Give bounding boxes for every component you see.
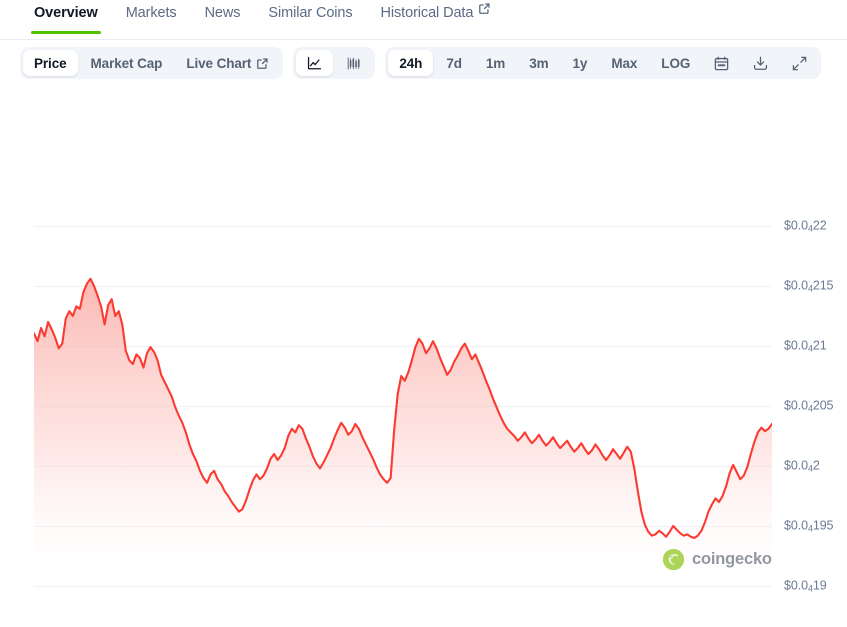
gridline	[34, 586, 772, 587]
fullscreen-icon	[792, 56, 807, 70]
y-tick-subscript: 4	[807, 403, 813, 414]
coingecko-watermark-text: coingecko	[692, 550, 772, 568]
tab-label: News	[204, 5, 241, 21]
tab-bar: Overview Markets News Similar Coins Historic…	[0, 0, 847, 40]
metric-market-cap[interactable]: Market Cap	[80, 50, 174, 76]
tab-label: Markets	[125, 5, 177, 21]
segment-label: 1m	[485, 55, 506, 71]
range-segmented-control: 24h 7d 1m 3m 1y Max LOG	[385, 47, 822, 79]
chart-line	[34, 279, 772, 538]
tab-news[interactable]: News	[191, 0, 255, 40]
y-tick-subscript: 4	[807, 283, 813, 294]
chart-plot-area	[34, 226, 772, 586]
y-tick-prefix: $0.0	[784, 518, 808, 533]
coingecko-gecko-icon	[662, 548, 685, 571]
y-axis-labels: $0.0422 $0.04215 $0.0421 $0.04205 $0.042 $0.0…	[784, 86, 847, 627]
y-axis-tick-label: $0.04195	[784, 518, 834, 534]
candlestick-chart-icon	[348, 57, 360, 69]
metric-price[interactable]: Price	[23, 50, 78, 76]
tab-overview[interactable]: Overview	[20, 0, 112, 40]
gridline	[34, 346, 772, 347]
y-tick-suffix: 195	[812, 518, 834, 533]
y-tick-subscript: 4	[807, 463, 813, 474]
range-1y[interactable]: 1y	[562, 50, 599, 76]
metric-segmented-control: Price Market Cap Live Chart	[20, 47, 284, 79]
tab-historical-data[interactable]: Historical Data	[367, 0, 506, 40]
y-tick-prefix: $0.0	[784, 338, 808, 353]
range-1m[interactable]: 1m	[475, 50, 516, 76]
segment-label: Max	[611, 55, 638, 71]
download-icon	[754, 56, 768, 70]
range-3m[interactable]: 3m	[518, 50, 559, 76]
segment-label: 7d	[446, 55, 462, 71]
y-tick-subscript: 4	[807, 223, 813, 234]
tab-label: Similar Coins	[268, 5, 353, 21]
y-tick-subscript: 4	[807, 523, 813, 534]
y-axis-tick-label: $0.0421	[784, 339, 827, 354]
y-tick-suffix: 2	[812, 458, 820, 473]
y-tick-prefix: $0.0	[784, 578, 808, 593]
y-axis-tick-label: $0.04205	[784, 398, 834, 414]
range-24h[interactable]: 24h	[388, 50, 434, 76]
segment-label: Price	[34, 55, 67, 71]
price-chart[interactable]: $0.0422 $0.04215 $0.0421 $0.04205 $0.042 $0.0…	[0, 86, 847, 627]
tab-markets[interactable]: Markets	[112, 0, 191, 40]
line-chart-icon	[308, 56, 322, 69]
y-tick-suffix: 205	[812, 398, 834, 413]
segment-label: 24h	[399, 55, 423, 71]
coingecko-watermark: coingecko	[662, 548, 772, 571]
metric-live-chart[interactable]: Live Chart	[175, 50, 280, 76]
range-log[interactable]: LOG	[650, 50, 701, 76]
gridline	[34, 286, 772, 287]
charttype-segmented-control	[293, 47, 376, 79]
y-tick-prefix: $0.0	[784, 398, 808, 413]
y-tick-prefix: $0.0	[784, 218, 808, 233]
y-axis-tick-label: $0.0419	[784, 579, 827, 594]
tab-similar-coins[interactable]: Similar Coins	[254, 0, 366, 40]
charttype-line[interactable]	[296, 50, 334, 76]
y-tick-suffix: 19	[812, 578, 827, 593]
y-tick-suffix: 215	[812, 278, 834, 293]
segment-label: 1y	[572, 55, 588, 71]
download-button[interactable]	[742, 50, 779, 76]
tab-label: Overview	[34, 5, 98, 21]
fullscreen-button[interactable]	[781, 50, 818, 76]
y-tick-subscript: 4	[807, 343, 813, 354]
chart-toolbar: Price Market Cap Live Chart 24h 7d 1m 3m 1y Max…	[0, 40, 847, 86]
segment-label: Live Chart	[186, 55, 252, 71]
y-axis-tick-label: $0.0422	[784, 219, 827, 234]
range-7d[interactable]: 7d	[435, 50, 473, 76]
external-link-icon	[257, 57, 268, 69]
chart-area-fill	[34, 278, 772, 586]
y-tick-subscript: 4	[807, 583, 813, 594]
range-max[interactable]: Max	[600, 50, 648, 76]
y-axis-tick-label: $0.042	[784, 459, 820, 474]
active-tab-underline	[31, 31, 101, 34]
segment-label: Market Cap	[90, 55, 163, 71]
segment-label: 3m	[529, 55, 549, 71]
charttype-candlestick[interactable]	[335, 50, 372, 76]
y-tick-prefix: $0.0	[784, 278, 808, 293]
tab-label: Historical Data	[380, 5, 474, 21]
date-range-button[interactable]	[703, 50, 740, 76]
external-link-icon	[479, 3, 490, 14]
gridline	[34, 226, 772, 227]
y-tick-suffix: 21	[812, 338, 827, 353]
y-axis-tick-label: $0.04215	[784, 278, 834, 294]
y-tick-prefix: $0.0	[784, 458, 808, 473]
calendar-icon	[714, 56, 729, 70]
segment-label: LOG	[661, 55, 691, 71]
y-tick-suffix: 22	[812, 218, 827, 233]
